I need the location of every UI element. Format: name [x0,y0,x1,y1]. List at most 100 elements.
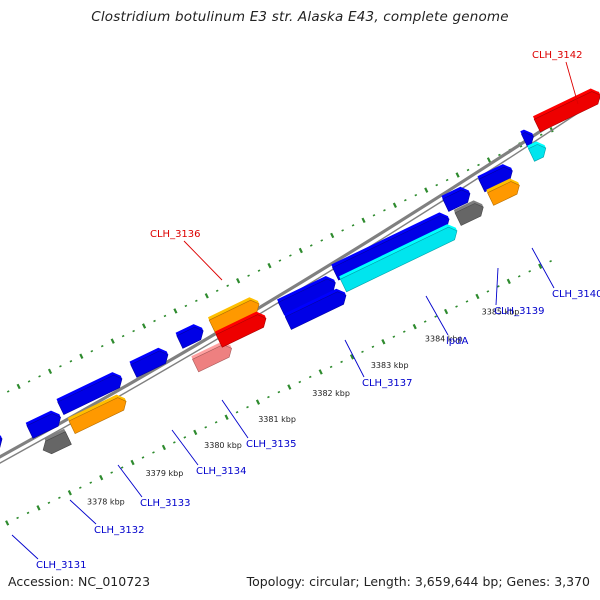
tick-mark [130,459,135,466]
tick-mark [318,369,323,375]
tick-mark [414,193,418,197]
tick-mark [173,441,176,444]
gene-label: CLH_3132 [94,525,145,536]
tick-mark [224,414,229,420]
tick-mark [341,229,344,232]
accession-text: Accession: NC_010723 [8,574,151,589]
leader-line [69,499,97,525]
tick-mark [498,153,501,157]
gene-feature [533,91,600,133]
tick-mark [455,172,460,178]
tick-mark [36,505,41,511]
gene-feature [26,413,61,439]
tick-label: 3379 kbp [146,469,184,478]
gene-feature [478,166,513,193]
gene-feature [442,189,471,212]
tick-mark [16,383,21,390]
gene-feature [192,344,232,373]
tick-mark [204,426,208,429]
tick-mark [412,323,417,330]
tick-mark [298,247,303,254]
tick-mark [423,320,427,323]
tick-mark [549,260,552,263]
tick-mark [163,314,167,318]
tick-mark [444,308,449,315]
tick-mark [466,168,470,172]
tick-mark [383,209,386,212]
tick-mark [257,269,261,272]
gene-feature [68,397,127,434]
gene-label: CLH_3135 [246,439,297,450]
tick-mark [226,284,230,287]
gene-feature [176,326,204,349]
tick-label: 3380 kbp [204,441,242,450]
tick-mark [435,183,439,187]
leader-line [565,61,579,105]
tick-mark [193,429,198,436]
tick-mark [194,299,198,303]
tick-labels: 3378 kbp 3379 kbp 3380 kbp 3381 kbp 3382 kbp… [87,307,519,506]
tick-mark [78,486,82,489]
tick-mark [120,466,124,469]
tick-mark [236,277,241,284]
tick-mark [79,353,84,359]
tick-mark [289,254,292,257]
tick-mark [184,304,188,308]
tick-mark [59,365,62,368]
tick-mark [320,239,324,242]
gene-feature [208,299,260,334]
tick-mark [38,375,41,378]
tick-mark [47,501,51,504]
tick-mark [371,345,375,348]
gene-feature [277,278,336,316]
tick-mark [330,232,335,239]
tick-label: 3382 kbp [312,389,350,398]
tick-mark [349,354,355,360]
tick-mark [6,390,10,393]
tick-mark [204,293,209,299]
tick-mark [67,490,72,496]
tick-mark [89,481,93,484]
genome-summary-text: Topology: circular; Length: 3,659,644 bp… [246,574,590,589]
gene-feature [521,132,534,148]
leader-line [495,267,499,306]
leader-line [117,464,143,498]
tick-mark [539,133,543,136]
tick-mark [141,323,147,329]
tick-mark [58,496,61,499]
map-title: Clostridium botulinum E3 str. Alaska E43… [91,9,509,25]
tick-mark [255,399,261,405]
tick-mark [517,275,521,278]
gene-labels: CLH_3131 CLH_3132 CLH_3133 CLH_3134 CLH_3135… [36,50,600,571]
tick-mark [267,395,270,399]
tick-mark [361,350,364,354]
tick-mark [110,338,115,344]
tick-mark [26,511,30,515]
tick-mark [132,329,135,333]
leader-line [221,399,249,439]
backbone-strand [0,91,600,459]
tick-mark [486,290,490,293]
tick-mark [235,411,239,414]
tick-mark [455,305,458,308]
tick-mark [308,375,312,379]
tick-mark [267,262,272,269]
gene-label: CLH_3137 [362,378,413,389]
gene-feature [57,374,123,416]
tick-label: 3383 kbp [371,361,409,370]
tick-mark [372,214,376,217]
tick-mark [47,368,53,375]
tick-mark [141,456,145,459]
tick-mark [340,360,343,364]
gene-features [0,88,600,455]
tick-mark [69,360,73,363]
tick-mark [506,278,511,285]
tick-mark [100,344,104,348]
tick-label: 3385 kbp [482,307,520,316]
tick-label: 3378 kbp [87,497,125,506]
tick-mark [287,384,292,390]
tick-mark [247,274,250,277]
tick-mark [477,163,480,167]
leader-line [171,429,199,466]
